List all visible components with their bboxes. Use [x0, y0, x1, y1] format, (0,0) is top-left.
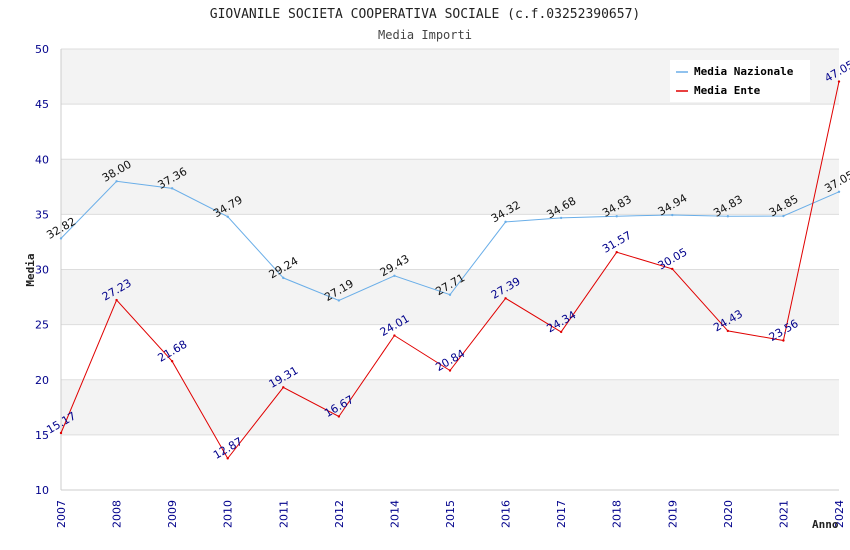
data-point: [504, 220, 507, 224]
data-point: [282, 276, 285, 280]
x-tick-label: 2012: [333, 500, 346, 528]
y-tick-label: 15: [35, 429, 49, 442]
x-tick-label: 2020: [722, 500, 735, 528]
y-tick-label: 25: [35, 319, 49, 332]
chart-subtitle: Media Importi: [378, 28, 472, 42]
data-point: [170, 360, 174, 363]
data-point: [170, 187, 174, 190]
x-tick-label: 2008: [111, 500, 124, 528]
legend-label-ente: Media Ente: [694, 84, 761, 97]
x-tick-label: 2018: [611, 500, 624, 528]
data-point: [59, 237, 63, 240]
data-point: [115, 180, 118, 183]
data-point: [115, 298, 118, 302]
data-point: [726, 215, 730, 218]
legend-box: [670, 60, 810, 102]
data-point: [448, 293, 452, 296]
axes: [60, 49, 839, 491]
y-tick-label: 35: [35, 208, 49, 221]
data-point: [837, 80, 841, 83]
grid-band: [61, 434, 839, 490]
y-tick-label: 20: [35, 374, 49, 387]
y-axis-label: Media: [24, 253, 37, 286]
x-tick-label: 2024: [833, 500, 846, 528]
data-point: [671, 267, 674, 271]
x-tick-label: 2015: [444, 500, 457, 528]
y-tick-label: 30: [35, 264, 49, 277]
grid-band: [61, 269, 839, 325]
y-tick-label: 10: [35, 484, 49, 497]
data-point: [282, 386, 285, 389]
legend: Media Nazionale Media Ente: [670, 60, 810, 102]
legend-label-naz: Media Nazionale: [694, 65, 794, 78]
grid-band: [61, 214, 839, 270]
data-point: [782, 214, 785, 218]
x-tick-label: 2011: [277, 500, 290, 528]
grid-bands: [61, 49, 839, 490]
data-point: [559, 330, 563, 334]
data-point: [726, 329, 730, 333]
data-point: [615, 250, 618, 254]
x-tick-label: 2010: [222, 500, 235, 528]
data-point: [59, 431, 63, 435]
y-tick-label: 45: [35, 98, 49, 111]
grid-band: [61, 379, 839, 435]
y-tick-label: 50: [35, 43, 49, 56]
x-tick-label: 2019: [666, 500, 679, 528]
x-tick-label: 2009: [166, 500, 179, 528]
data-point: [448, 369, 452, 372]
x-tick-label: 2017: [555, 500, 568, 528]
data-point: [393, 334, 396, 337]
data-point: [837, 190, 841, 193]
x-tick-label: 2016: [500, 500, 513, 528]
data-point: [615, 215, 618, 218]
data-point: [337, 299, 341, 302]
data-point: [226, 457, 229, 460]
data-point: [226, 215, 229, 218]
data-point: [671, 213, 674, 217]
x-tick-label: 2021: [777, 500, 790, 528]
grid-band: [61, 104, 839, 160]
data-point: [337, 415, 341, 418]
data-point: [782, 339, 785, 342]
data-point: [504, 297, 507, 300]
y-tick-label: 40: [35, 153, 49, 166]
x-tick-label: 2007: [55, 500, 68, 528]
y-axis-ticks: 10 15 20 25 30 35 40 45 50: [35, 43, 49, 497]
data-point: [559, 216, 563, 220]
grid-band: [61, 159, 839, 215]
data-point: [393, 274, 396, 277]
x-axis-label: Anno: [812, 518, 839, 531]
x-axis-ticks: 2007 2008 2009 2010 2011 2012 2014 2015 2016 2017…: [55, 500, 846, 528]
chart-title: GIOVANILE SOCIETA COOPERATIVA SOCIALE (c…: [210, 7, 640, 22]
x-tick-label: 2014: [388, 500, 401, 528]
